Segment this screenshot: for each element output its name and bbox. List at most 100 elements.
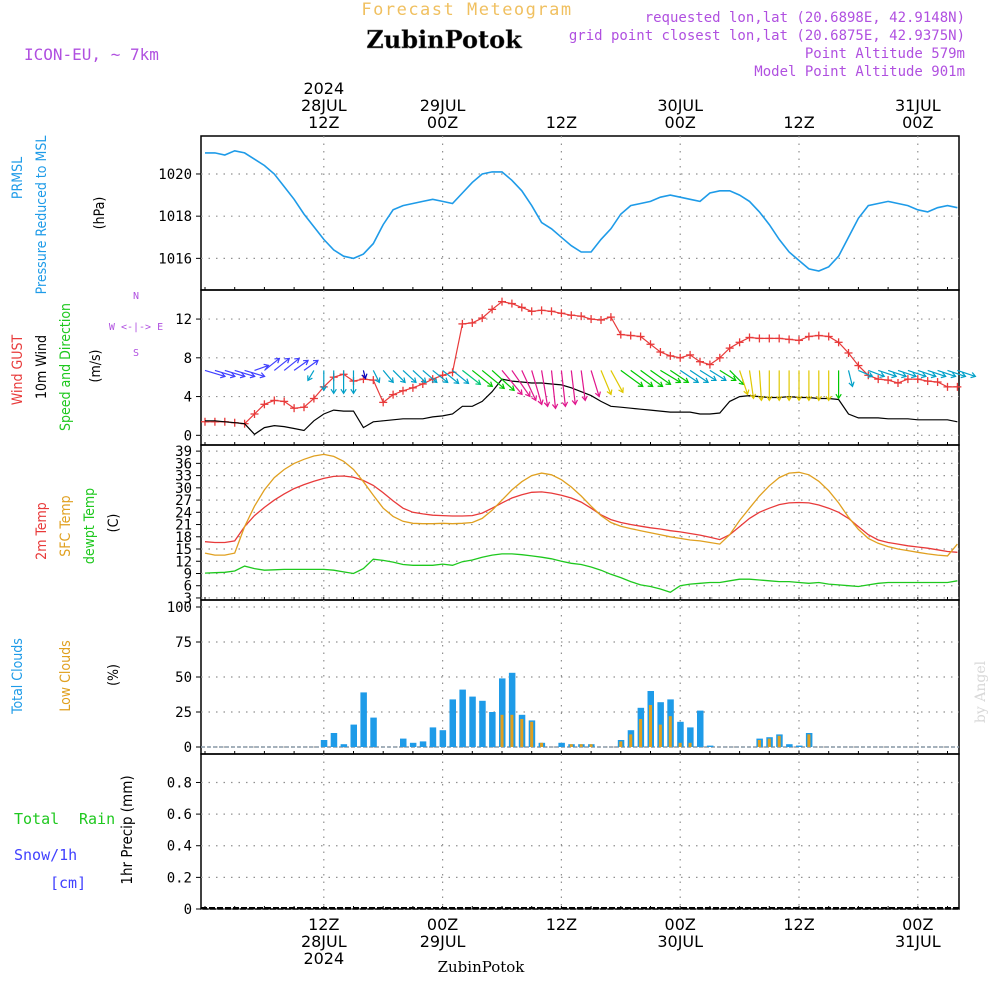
wind-arrow-head <box>835 393 842 400</box>
temperature-ytick-label: 24 <box>175 505 192 521</box>
wind-arrow-head <box>693 377 700 384</box>
wind-direction-arrow <box>273 357 291 371</box>
wind-arrow-head <box>320 385 327 392</box>
wind-arrow-head <box>960 372 967 379</box>
wind-direction-arrow <box>293 359 310 371</box>
wind-gust-marker <box>735 338 744 347</box>
wind-arrow-shaft <box>362 370 366 379</box>
wind-direction-arrow <box>766 370 773 402</box>
wind-gust-marker <box>745 333 754 342</box>
wind-gust-label: Wind GUST <box>10 335 26 406</box>
wind-arrow-shaft <box>917 369 936 377</box>
wind-10m-label: 10m Wind <box>34 335 50 399</box>
wind-arrow-head <box>920 372 927 379</box>
wind-arrow-shaft <box>650 369 671 385</box>
wind-arrow-head <box>795 395 803 402</box>
compass-north: N <box>133 291 139 302</box>
bottom-time-label: 00Z <box>665 915 696 934</box>
wind-direction-arrow <box>224 369 246 379</box>
wind-gust-marker <box>379 398 388 407</box>
wind-arrow-head <box>637 381 644 388</box>
pressure-ytick-label: 1020 <box>158 167 192 183</box>
wind-direction-arrow <box>719 369 737 382</box>
snow-unit-label: [cm] <box>50 874 86 892</box>
wind-arrow-shaft <box>660 369 681 383</box>
pressure-label-prmsl: PRMSL <box>10 157 26 199</box>
wind-ytick-label: 8 <box>184 351 192 367</box>
wind-arrow-shaft <box>452 369 469 384</box>
wind-gust-marker <box>517 303 526 312</box>
wind-arrow-shaft <box>501 370 523 395</box>
wind-arrow-shaft <box>947 369 966 377</box>
wind-arrow-shaft <box>392 369 406 383</box>
compass-west-east: W <-|-> E <box>109 322 163 333</box>
wind-panel-frame <box>200 289 960 446</box>
cloud-total-bar <box>558 742 565 747</box>
clouds-ytick-label: 50 <box>175 670 192 686</box>
wind-arrow-head <box>879 372 886 379</box>
wind-direction-arrow <box>350 370 357 395</box>
wind-gust-marker <box>646 340 655 349</box>
wind-arrow-shaft <box>511 370 531 397</box>
wind-direction-arrow <box>878 369 898 379</box>
wind-gust-marker <box>874 375 883 384</box>
cloud-total-bar <box>429 727 437 747</box>
wind-direction-arrow <box>521 370 538 402</box>
wind-speed-line <box>205 378 958 436</box>
wind-arrow-head <box>848 381 855 388</box>
wind-direction-arrow <box>264 357 281 371</box>
wind-arrow-shaft <box>372 370 380 383</box>
wind-arrow-head <box>730 375 737 382</box>
wind-direction-arrow <box>907 369 927 379</box>
header: Forecast Meteogram ZubinPotok ICON-EU, ~… <box>24 0 965 80</box>
wind-arrow-shaft <box>550 370 557 409</box>
wind-arrow-head <box>274 357 281 364</box>
bottom-time-label: 00Z <box>427 915 458 934</box>
cloud-low-bar <box>807 734 811 747</box>
wind-arrow-head <box>891 372 898 379</box>
wind-gust-marker <box>478 314 487 323</box>
wind-arrow-head <box>911 372 918 379</box>
wind-gust-marker <box>290 404 299 413</box>
temperature-ytick-label: 21 <box>175 518 192 534</box>
wind-direction-arrow <box>307 370 315 382</box>
cloud-total-bar <box>350 724 357 747</box>
wind-arrow-head <box>766 395 773 402</box>
wind-arrow-shaft <box>679 369 699 383</box>
wind-gust-marker <box>715 353 724 362</box>
wind-arrow-head <box>785 395 793 402</box>
precip-ytick-label: 0.4 <box>167 839 192 855</box>
wind-arrow-head <box>710 375 717 382</box>
cloud-total-bar <box>687 727 694 747</box>
precip-panel-frame <box>200 753 960 910</box>
precip-ytick-label: 0.6 <box>167 807 192 823</box>
wind-arrow-head <box>330 388 337 395</box>
top-time-label: 00Z <box>427 113 458 132</box>
wind-gust-marker <box>468 318 477 327</box>
dewpoint-label: dewpt Temp <box>82 488 98 564</box>
wind-direction-arrow <box>847 370 855 388</box>
wind-gust-marker <box>755 334 764 343</box>
wind-arrow-shaft <box>699 369 717 381</box>
wind-gust-marker <box>488 305 497 314</box>
wind-arrow-head <box>665 379 672 386</box>
wind-gust-marker <box>824 332 833 341</box>
wind-arrow-shaft <box>224 369 245 377</box>
wind-arrow-shaft <box>422 369 438 383</box>
wind-arrow-head <box>361 373 368 380</box>
wind-arrow-shaft <box>868 369 885 377</box>
wind-direction-arrow <box>868 369 886 379</box>
wind-arrow-shaft <box>481 369 505 389</box>
wind-arrow-shaft <box>307 370 315 381</box>
wind-gust-marker <box>616 330 625 339</box>
wind-gust-marker <box>775 334 784 343</box>
top-time-label: 31JUL <box>895 96 941 115</box>
pressure-label-msl: Pressure Reduced to MSL <box>34 136 50 295</box>
wind-direction-arrow <box>372 370 381 384</box>
wind-arrow-shaft <box>264 357 280 371</box>
wind-arrow-shaft <box>471 369 493 387</box>
wind-arrow-shaft <box>847 370 854 387</box>
top-time-label: 28JUL <box>301 96 347 115</box>
cloud-low-bar <box>629 734 633 747</box>
wind-gust-marker <box>814 331 823 340</box>
